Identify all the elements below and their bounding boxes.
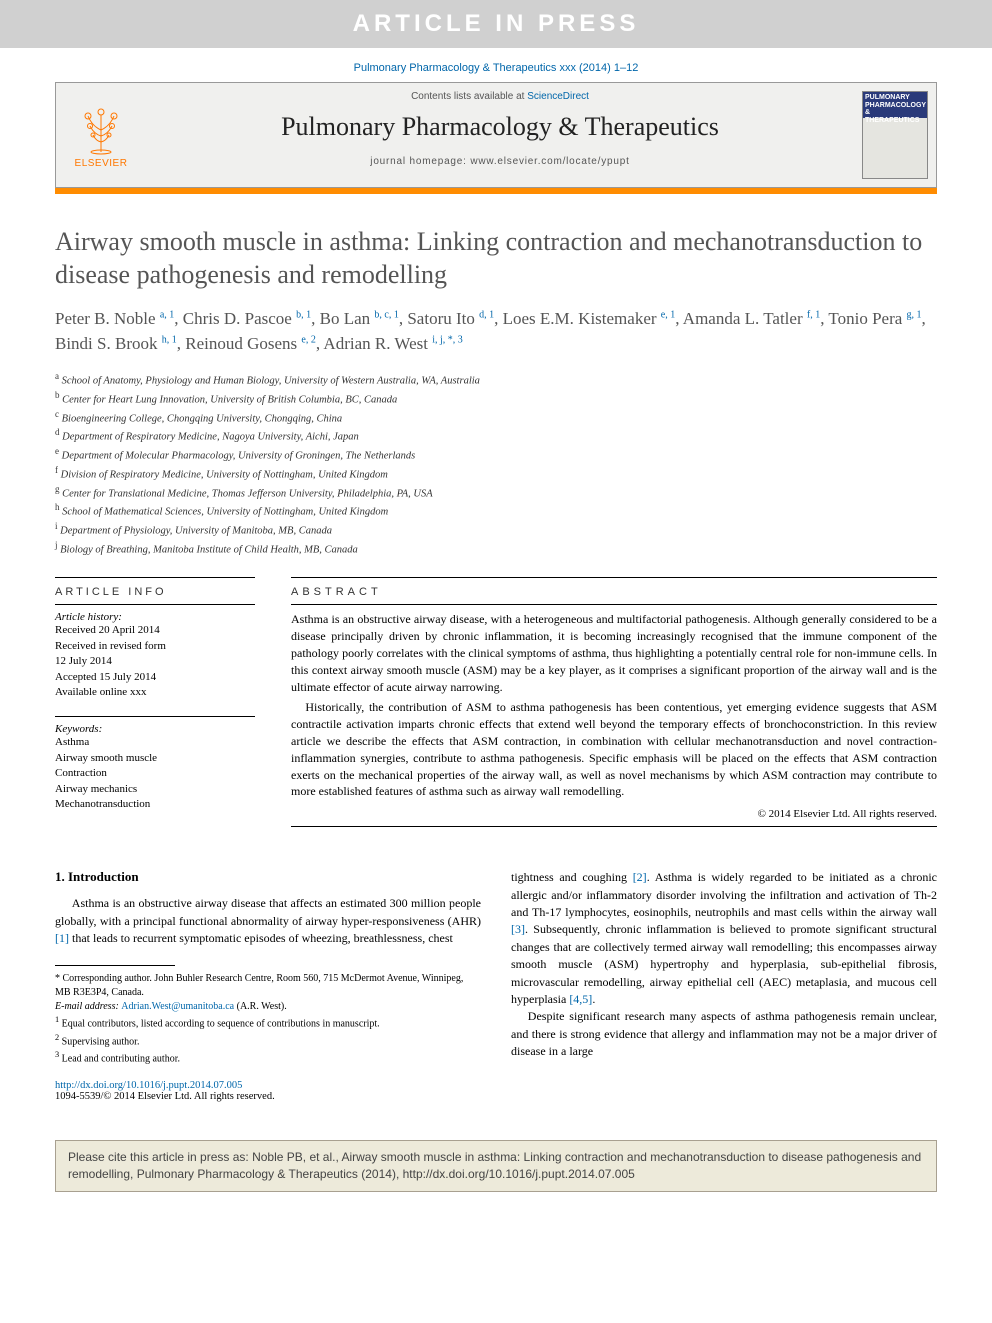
body-columns: 1. Introduction Asthma is an obstructive… — [55, 869, 937, 1102]
journal-name: Pulmonary Pharmacology & Therapeutics — [150, 112, 850, 142]
email-label: E-mail address: — [55, 1001, 121, 1012]
footnote-1: 1 Equal contributors, listed according t… — [55, 1014, 481, 1031]
article-in-press-banner: ARTICLE IN PRESS — [0, 0, 992, 48]
footnote-2-text: Supervising author. — [62, 1036, 140, 1047]
section-1-heading: 1. Introduction — [55, 869, 481, 885]
rule — [55, 716, 255, 717]
corresponding-email-link[interactable]: Adrian.West@umanitoba.ca — [121, 1001, 234, 1012]
sciencedirect-link[interactable]: ScienceDirect — [527, 91, 589, 102]
info-abstract-row: ARTICLE INFO Article history: Received 2… — [55, 577, 937, 833]
article-history-label: Article history: — [55, 611, 255, 623]
email-suffix: (A.R. West). — [234, 1001, 287, 1012]
header-citation: Pulmonary Pharmacology & Therapeutics xx… — [0, 48, 992, 82]
header-center: Contents lists available at ScienceDirec… — [146, 83, 854, 187]
rule — [55, 604, 255, 605]
doi-block: http://dx.doi.org/10.1016/j.pupt.2014.07… — [55, 1080, 481, 1102]
keywords-label: Keywords: — [55, 723, 255, 735]
homepage-url[interactable]: www.elsevier.com/locate/ypupt — [470, 156, 629, 167]
affiliation-list: a School of Anatomy, Physiology and Huma… — [55, 370, 937, 557]
article-info-column: ARTICLE INFO Article history: Received 2… — [55, 577, 255, 833]
please-cite-box: Please cite this article in press as: No… — [55, 1140, 937, 1192]
journal-cover-thumb: PULMONARY PHARMACOLOGY & THERAPEUTICS — [854, 83, 936, 187]
footnote-1-text: Equal contributors, listed according to … — [62, 1019, 380, 1030]
article-title: Airway smooth muscle in asthma: Linking … — [55, 226, 937, 291]
intro-para-right: tightness and coughing [2]. Asthma is wi… — [511, 869, 937, 1060]
doi-link[interactable]: http://dx.doi.org/10.1016/j.pupt.2014.07… — [55, 1080, 242, 1091]
contents-prefix: Contents lists available at — [411, 91, 527, 102]
body-column-left: 1. Introduction Asthma is an obstructive… — [55, 869, 481, 1102]
footnote-2: 2 Supervising author. — [55, 1032, 481, 1049]
footnote-3: 3 Lead and contributing author. — [55, 1049, 481, 1066]
contents-available-line: Contents lists available at ScienceDirec… — [150, 91, 850, 102]
cover-title-text: PULMONARY PHARMACOLOGY & THERAPEUTICS — [865, 94, 925, 125]
intro-para-left: Asthma is an obstructive airway disease … — [55, 895, 481, 947]
footnote-rule — [55, 965, 175, 966]
abstract-text: Asthma is an obstructive airway disease,… — [291, 611, 937, 800]
keywords-list: AsthmaAirway smooth muscleContractionAir… — [55, 735, 255, 812]
abstract-heading: ABSTRACT — [291, 578, 937, 604]
article-history-lines: Received 20 April 2014Received in revise… — [55, 623, 255, 700]
footnote-corresponding: * Corresponding author. John Buhler Rese… — [55, 972, 481, 1000]
rule — [291, 604, 937, 605]
footnote-email: E-mail address: Adrian.West@umanitoba.ca… — [55, 1000, 481, 1014]
article-info-heading: ARTICLE INFO — [55, 578, 255, 604]
journal-homepage-line: journal homepage: www.elsevier.com/locat… — [150, 156, 850, 167]
footnote-3-text: Lead and contributing author. — [62, 1053, 180, 1064]
elsevier-logo[interactable]: ELSEVIER — [56, 83, 146, 187]
homepage-prefix: journal homepage: — [370, 156, 470, 167]
footnotes-block: * Corresponding author. John Buhler Rese… — [55, 972, 481, 1066]
rule — [291, 826, 937, 827]
issn-copyright-line: 1094-5539/© 2014 Elsevier Ltd. All right… — [55, 1091, 275, 1102]
elsevier-tree-icon — [74, 102, 128, 156]
body-column-right: tightness and coughing [2]. Asthma is wi… — [511, 869, 937, 1102]
abstract-column: ABSTRACT Asthma is an obstructive airway… — [291, 577, 937, 833]
elsevier-wordmark: ELSEVIER — [75, 158, 128, 169]
abstract-copyright: © 2014 Elsevier Ltd. All rights reserved… — [291, 808, 937, 820]
cover-image: PULMONARY PHARMACOLOGY & THERAPEUTICS — [862, 91, 928, 179]
article-content: Airway smooth muscle in asthma: Linking … — [0, 194, 992, 1122]
journal-header-box: ELSEVIER Contents lists available at Sci… — [55, 82, 937, 188]
author-list: Peter B. Noble a, 1, Chris D. Pascoe b, … — [55, 307, 937, 356]
